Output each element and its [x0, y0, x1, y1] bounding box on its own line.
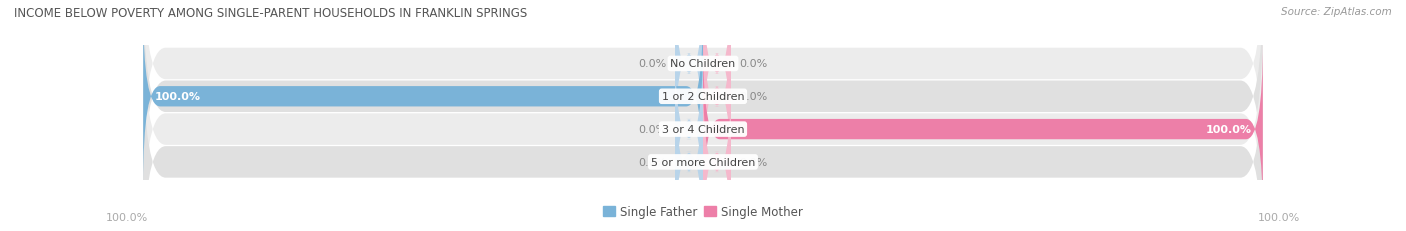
FancyBboxPatch shape: [703, 74, 731, 231]
Text: 100.0%: 100.0%: [1205, 125, 1251, 134]
Text: INCOME BELOW POVERTY AMONG SINGLE-PARENT HOUSEHOLDS IN FRANKLIN SPRINGS: INCOME BELOW POVERTY AMONG SINGLE-PARENT…: [14, 7, 527, 20]
FancyBboxPatch shape: [703, 0, 731, 152]
Text: 5 or more Children: 5 or more Children: [651, 157, 755, 167]
FancyBboxPatch shape: [143, 0, 1263, 212]
Text: Source: ZipAtlas.com: Source: ZipAtlas.com: [1281, 7, 1392, 17]
FancyBboxPatch shape: [143, 47, 1263, 231]
FancyBboxPatch shape: [703, 42, 1263, 217]
Text: 100.0%: 100.0%: [105, 212, 148, 222]
FancyBboxPatch shape: [143, 0, 1263, 179]
Text: 0.0%: 0.0%: [740, 157, 768, 167]
Text: 0.0%: 0.0%: [740, 92, 768, 102]
FancyBboxPatch shape: [143, 9, 703, 185]
FancyBboxPatch shape: [703, 9, 731, 185]
Text: 0.0%: 0.0%: [638, 59, 666, 69]
Text: 0.0%: 0.0%: [638, 157, 666, 167]
FancyBboxPatch shape: [143, 15, 1263, 231]
Legend: Single Father, Single Mother: Single Father, Single Mother: [599, 201, 807, 223]
Text: 100.0%: 100.0%: [1258, 212, 1301, 222]
FancyBboxPatch shape: [675, 42, 703, 217]
FancyBboxPatch shape: [675, 0, 703, 152]
Text: 3 or 4 Children: 3 or 4 Children: [662, 125, 744, 134]
FancyBboxPatch shape: [675, 74, 703, 231]
Text: 100.0%: 100.0%: [155, 92, 201, 102]
Text: No Children: No Children: [671, 59, 735, 69]
Text: 1 or 2 Children: 1 or 2 Children: [662, 92, 744, 102]
Text: 0.0%: 0.0%: [740, 59, 768, 69]
Text: 0.0%: 0.0%: [638, 125, 666, 134]
